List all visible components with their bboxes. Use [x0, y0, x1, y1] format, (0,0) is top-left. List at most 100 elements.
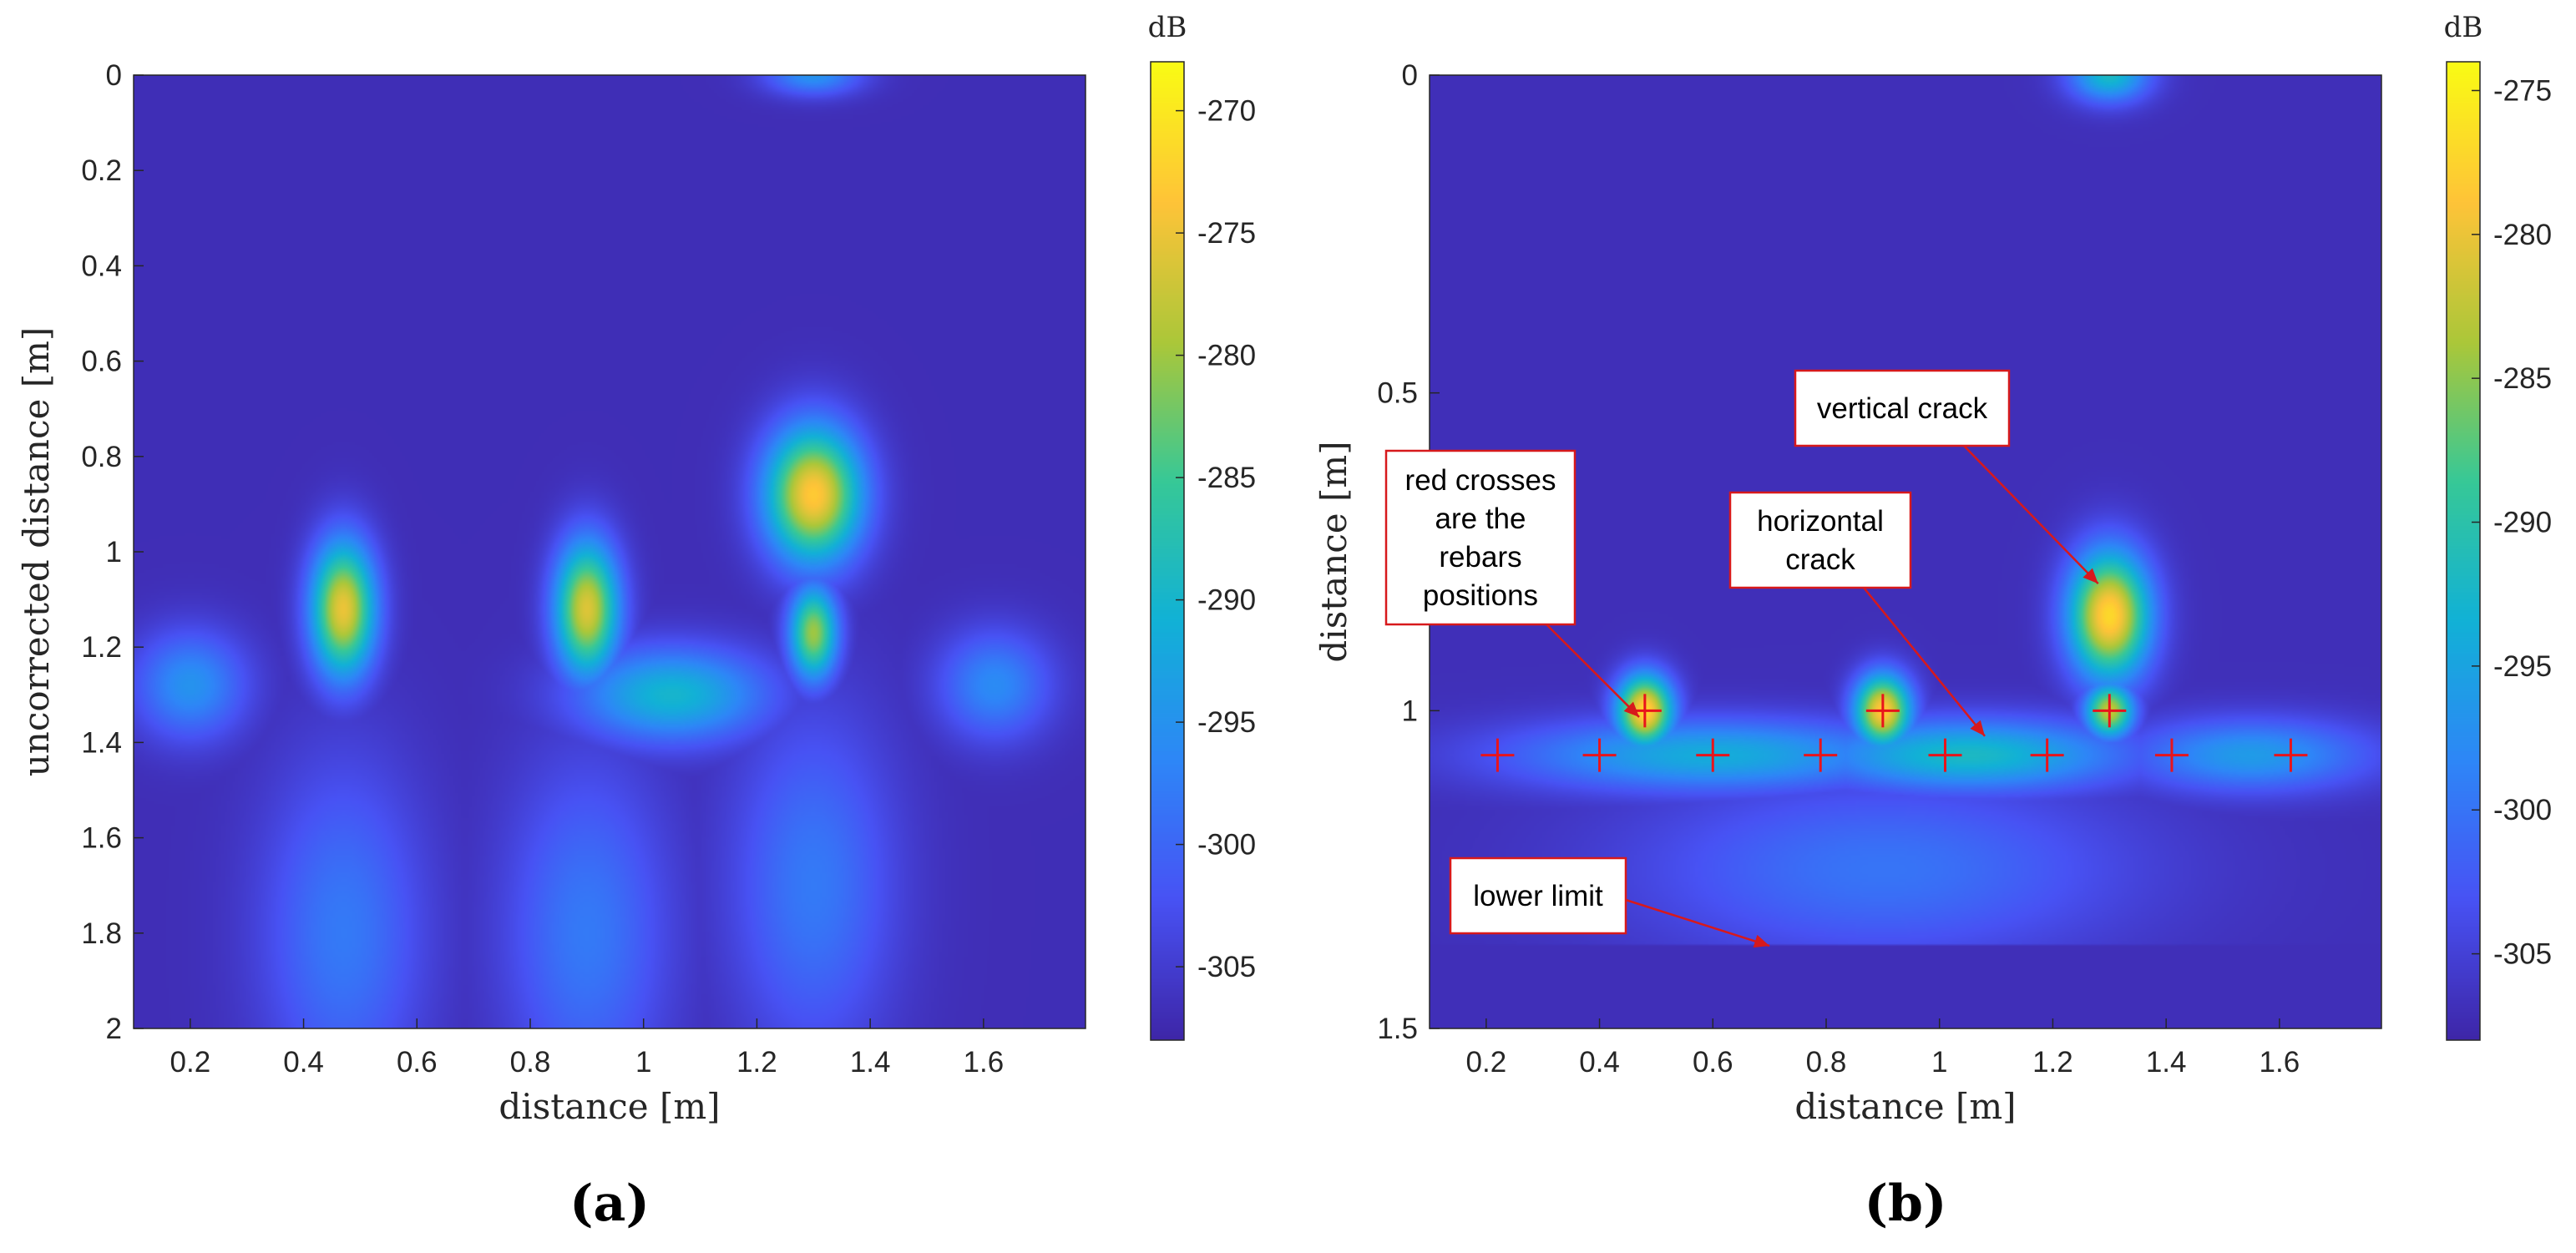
x-axis-label-a: distance [m] — [498, 1086, 720, 1127]
x-tick-label: 0.2 — [1466, 1046, 1507, 1079]
colorbar-unit-a: dB — [1148, 11, 1187, 44]
colorbar-tick-label: -295 — [2493, 650, 2552, 683]
annotation-arrow — [1546, 624, 1640, 718]
x-ticks-a: 0.2 0.4 0.6 0.8 1 1.2 1.4 1.6 — [170, 1018, 1005, 1079]
rebar-cross — [2274, 738, 2308, 772]
y-tick-label: 0.6 — [81, 346, 122, 378]
annotation-text: red crosses — [1405, 464, 1556, 497]
colorbar-tick-label: -275 — [2493, 74, 2552, 107]
rebar-cross — [1480, 738, 1515, 772]
x-ticks-b: 0.2 0.4 0.6 0.8 1 1.2 1.4 1.6 — [1466, 1018, 2300, 1079]
annotation-arrow — [1625, 898, 1770, 947]
y-tick-label: 0.2 — [81, 154, 122, 187]
y-tick-label: 1.5 — [1377, 1013, 1418, 1045]
y-ticks-b: 0 0.5 1 1.5 — [1377, 59, 1440, 1045]
colorbar-tick-label: -275 — [1197, 217, 1256, 250]
colorbar-tick-label: -295 — [1197, 706, 1256, 739]
colorbar-frame-a — [1150, 61, 1185, 1041]
x-tick-label: 1 — [635, 1046, 651, 1079]
rebar-cross — [2030, 738, 2064, 772]
x-tick-label: 0.4 — [1579, 1046, 1620, 1079]
x-tick-label: 0.6 — [397, 1046, 438, 1079]
rebar-cross — [2154, 738, 2189, 772]
colorbar-b — [2447, 62, 2480, 1040]
colorbar-tick-label: -280 — [2493, 219, 2552, 251]
x-tick-label: 1.4 — [850, 1046, 891, 1079]
annotation-text: rebars — [1439, 541, 1521, 573]
annotations-b: vertical crack horizontal crack red crosses… — [1384, 369, 2099, 948]
colorbar-tick-label: -290 — [2493, 507, 2552, 539]
y-tick-label: 2 — [106, 1013, 122, 1045]
y-tick-label: 0 — [106, 59, 122, 92]
annotation-arrow — [1863, 587, 1986, 737]
colorbar-tick-label: -290 — [1197, 584, 1256, 617]
panel-label-a: (a) — [569, 1175, 650, 1233]
rebar-cross — [1928, 738, 1962, 772]
annotation-box — [1384, 449, 1576, 626]
colorbar-ticks-a: -270 -275 -280 -285 -290 -295 -300 -305 — [1176, 95, 1256, 983]
y-tick-label: 0.8 — [81, 441, 122, 473]
y-tick-label: 1.2 — [81, 631, 122, 664]
panel-b: vertical crack horizontal crack red crosses… — [1313, 11, 2552, 1233]
x-tick-label: 1.6 — [2260, 1046, 2300, 1079]
annotation-box — [1794, 369, 2011, 447]
colorbar-tick-label: -285 — [2493, 362, 2552, 395]
colorbar-tick-label: -300 — [1197, 829, 1256, 861]
x-tick-label: 0.8 — [510, 1046, 551, 1079]
annotation-text: vertical crack — [1817, 392, 1988, 425]
x-tick-label: 0.6 — [1693, 1046, 1733, 1079]
x-tick-label: 0.4 — [283, 1046, 324, 1079]
arrow-head — [1753, 934, 1770, 948]
y-axis-label-a: uncorrected distance [m] — [16, 327, 57, 777]
colorbar-frame-b — [2446, 61, 2481, 1041]
annotation-box — [1449, 856, 1627, 935]
panel-a: 0.2 0.4 0.6 0.8 1 1.2 1.4 1.6 0 0.2 0.4 0.6 0.8 1 1.2… — [16, 11, 1256, 1233]
rebar-cross — [1696, 738, 1730, 772]
annotation: red crosses are the rebars positions — [1384, 449, 1640, 718]
annotation-text: horizontal — [1757, 505, 1884, 538]
annotation: lower limit — [1449, 856, 1770, 948]
colorbar-ticks-b: -275 -280 -285 -290 -295 -300 -305 — [2472, 74, 2552, 971]
y-tick-label: 0.4 — [81, 250, 122, 282]
colorbar-tick-label: -300 — [2493, 794, 2552, 826]
colorbar-tick-label: -305 — [2493, 938, 2552, 971]
annotation-text: are the — [1435, 503, 1526, 535]
colorbar-tick-label: -270 — [1197, 95, 1256, 128]
annotation-text: lower limit — [1473, 880, 1603, 912]
y-tick-label: 1.4 — [81, 726, 122, 759]
annotation: vertical crack — [1794, 369, 2099, 584]
x-tick-label: 1 — [1931, 1046, 1947, 1079]
rebar-cross — [1804, 738, 1838, 772]
colorbar-unit-b: dB — [2444, 11, 2483, 44]
colorbar-a — [1151, 62, 1184, 1040]
rebar-cross — [1582, 738, 1617, 772]
annotation-text: positions — [1423, 579, 1538, 612]
y-tick-label: 1 — [1402, 695, 1418, 727]
x-tick-label: 0.8 — [1806, 1046, 1847, 1079]
arrow-head — [2083, 568, 2098, 584]
y-tick-label: 1 — [106, 536, 122, 568]
rebar-markers — [1480, 694, 2308, 772]
y-axis-label-b: distance [m] — [1313, 441, 1354, 662]
annotation-arrow — [1963, 445, 2099, 584]
colorbar-tick-label: -285 — [1197, 462, 1256, 494]
x-tick-label: 1.2 — [736, 1046, 777, 1079]
y-tick-label: 1.8 — [81, 917, 122, 950]
panel-label-b: (b) — [1865, 1175, 1947, 1233]
x-tick-label: 1.2 — [2032, 1046, 2073, 1079]
y-tick-label: 0 — [1402, 59, 1418, 92]
annotation-box — [1728, 491, 1912, 589]
y-ticks-a: 0 0.2 0.4 0.6 0.8 1 1.2 1.4 1.6 1.8 2 — [81, 59, 144, 1045]
y-tick-label: 1.6 — [81, 822, 122, 855]
y-tick-label: 0.5 — [1377, 377, 1418, 410]
x-tick-label: 1.4 — [2146, 1046, 2187, 1079]
colorbar-tick-label: -280 — [1197, 340, 1256, 372]
x-axis-label-b: distance [m] — [1794, 1086, 2016, 1127]
x-tick-label: 1.6 — [964, 1046, 1005, 1079]
colorbar-tick-label: -305 — [1197, 951, 1256, 983]
annotation: horizontal crack — [1728, 491, 1986, 737]
arrow-head — [1970, 720, 1985, 736]
heatmap-a — [134, 75, 1086, 1028]
rebar-cross — [2093, 694, 2127, 728]
